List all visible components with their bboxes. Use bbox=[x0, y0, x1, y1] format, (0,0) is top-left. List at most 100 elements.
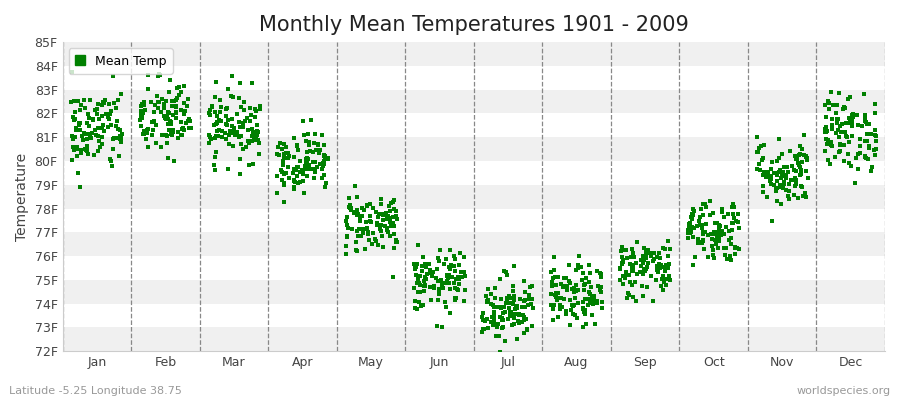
Point bbox=[818, 124, 832, 130]
Point bbox=[620, 290, 634, 296]
Point bbox=[91, 125, 105, 132]
Point bbox=[846, 111, 860, 118]
Point bbox=[215, 128, 230, 134]
Point bbox=[83, 132, 97, 138]
Point bbox=[691, 240, 706, 246]
Point bbox=[783, 148, 797, 154]
Point bbox=[837, 104, 851, 110]
Point bbox=[858, 118, 872, 124]
Point bbox=[222, 128, 237, 134]
Point bbox=[837, 142, 851, 148]
Point bbox=[310, 147, 325, 153]
Point bbox=[134, 111, 148, 118]
Point bbox=[432, 286, 446, 292]
Point bbox=[443, 266, 457, 272]
Point bbox=[218, 129, 232, 136]
Point bbox=[110, 118, 124, 124]
Point bbox=[623, 279, 637, 285]
Point bbox=[175, 132, 189, 138]
Point bbox=[148, 122, 163, 128]
Point bbox=[615, 261, 629, 267]
Point bbox=[697, 212, 711, 219]
Point bbox=[97, 100, 112, 106]
Point bbox=[94, 113, 109, 119]
Point bbox=[71, 98, 86, 104]
Point bbox=[705, 236, 719, 242]
Point bbox=[693, 222, 707, 228]
Point bbox=[522, 296, 536, 302]
Point bbox=[418, 282, 433, 288]
Point bbox=[576, 304, 590, 311]
Point bbox=[374, 226, 388, 232]
Point bbox=[581, 262, 596, 269]
Point bbox=[437, 299, 452, 306]
Point bbox=[68, 134, 82, 140]
Point bbox=[581, 279, 596, 285]
Point bbox=[770, 187, 784, 194]
Point bbox=[306, 158, 320, 165]
Point bbox=[493, 348, 508, 355]
Point bbox=[620, 255, 634, 262]
Point bbox=[347, 209, 362, 215]
Point bbox=[416, 254, 430, 260]
Point bbox=[793, 143, 807, 149]
Point bbox=[83, 97, 97, 103]
Point bbox=[567, 288, 581, 295]
Point bbox=[237, 99, 251, 105]
Point bbox=[707, 220, 722, 226]
Point bbox=[838, 105, 852, 112]
Point bbox=[387, 230, 401, 237]
Point bbox=[644, 273, 658, 280]
Point bbox=[440, 271, 454, 278]
Point bbox=[105, 72, 120, 79]
Point bbox=[571, 300, 585, 306]
Point bbox=[340, 222, 355, 228]
Point bbox=[317, 152, 331, 159]
Point bbox=[849, 154, 863, 161]
Point bbox=[283, 153, 297, 159]
Point bbox=[321, 156, 336, 162]
Point bbox=[792, 172, 806, 178]
Point bbox=[68, 109, 82, 115]
Point bbox=[106, 146, 121, 152]
Point bbox=[586, 301, 600, 307]
Point bbox=[620, 295, 634, 301]
Point bbox=[290, 142, 304, 149]
Point bbox=[240, 138, 255, 144]
Point bbox=[301, 156, 315, 162]
Point bbox=[68, 115, 83, 122]
Point bbox=[407, 284, 421, 291]
Point bbox=[410, 273, 425, 280]
Point bbox=[496, 310, 510, 317]
Point bbox=[690, 236, 705, 243]
Point bbox=[111, 126, 125, 132]
Point bbox=[497, 304, 511, 311]
Point bbox=[270, 190, 284, 196]
Point bbox=[760, 169, 774, 176]
Point bbox=[759, 174, 773, 180]
Point bbox=[152, 98, 166, 105]
Point bbox=[374, 228, 388, 234]
Point bbox=[794, 183, 808, 189]
Point bbox=[443, 286, 457, 293]
Point bbox=[774, 201, 788, 208]
Point bbox=[209, 79, 223, 85]
Point bbox=[843, 94, 858, 100]
Point bbox=[869, 133, 884, 139]
Point bbox=[853, 135, 868, 142]
Point bbox=[338, 251, 353, 258]
Point bbox=[630, 238, 644, 245]
Point bbox=[753, 143, 768, 150]
Point bbox=[76, 130, 91, 136]
Point bbox=[360, 225, 374, 232]
Point bbox=[450, 286, 464, 292]
Point bbox=[295, 167, 310, 174]
Point bbox=[868, 138, 883, 144]
Point bbox=[376, 217, 391, 223]
Point bbox=[830, 102, 844, 108]
Point bbox=[303, 117, 318, 124]
Point bbox=[234, 140, 248, 147]
Point bbox=[225, 72, 239, 79]
Point bbox=[479, 293, 493, 300]
Point bbox=[590, 283, 605, 290]
